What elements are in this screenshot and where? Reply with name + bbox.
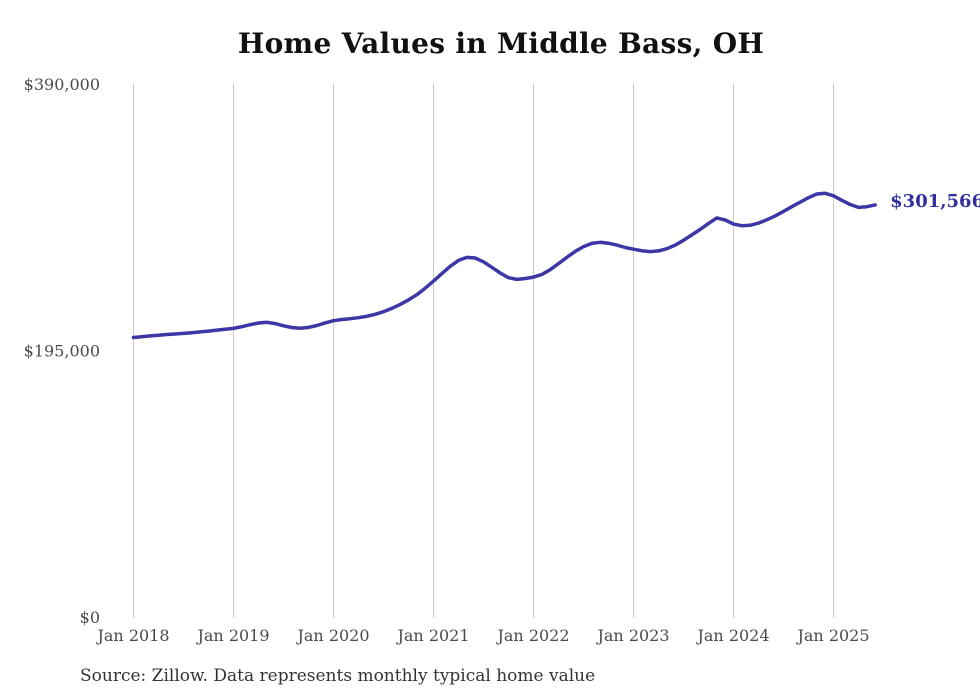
x-tick-label: Jan 2025 — [795, 626, 869, 645]
y-tick-label: $195,000 — [24, 342, 100, 361]
x-tick-label: Jan 2024 — [695, 626, 769, 645]
y-tick-label: $0 — [80, 608, 100, 627]
x-tick-label: Jan 2019 — [195, 626, 269, 645]
x-tick-label: Jan 2018 — [95, 626, 169, 645]
end-value-label: $301,566 — [890, 191, 980, 212]
x-tick-label: Jan 2020 — [295, 626, 369, 645]
source-note: Source: Zillow. Data represents monthly … — [80, 666, 596, 686]
x-tick-label: Jan 2022 — [495, 626, 569, 645]
y-tick-label: $390,000 — [24, 75, 100, 94]
x-tick-label: Jan 2023 — [595, 626, 669, 645]
home-value-line — [131, 191, 877, 340]
x-tick-label: Jan 2021 — [395, 626, 469, 645]
chart-title: Home Values in Middle Bass, OH — [237, 27, 765, 60]
